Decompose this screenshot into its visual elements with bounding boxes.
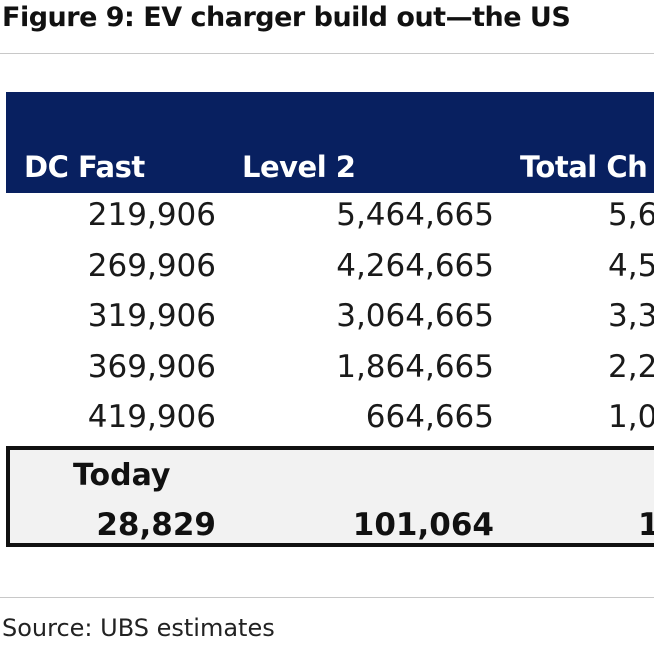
today-summary-box: Today 28,829 101,064 1 bbox=[6, 446, 654, 547]
table-row: 269,906 4,264,665 4,5 bbox=[6, 244, 654, 295]
today-level-2: 101,064 bbox=[352, 507, 494, 543]
table-row: 369,906 1,864,665 2,2 bbox=[6, 345, 654, 396]
today-total: 1 bbox=[638, 507, 654, 543]
cell-total: 3,3 bbox=[608, 298, 654, 334]
cell-level-2: 3,064,665 bbox=[336, 298, 494, 334]
table-body: 219,906 5,464,665 5,6 269,906 4,264,665 … bbox=[6, 193, 654, 446]
cell-total: 5,6 bbox=[608, 197, 654, 233]
table-row: 219,906 5,464,665 5,6 bbox=[6, 193, 654, 244]
bottom-divider bbox=[0, 597, 654, 598]
table-header: DC Fast Level 2 Total Ch bbox=[6, 92, 654, 193]
cell-level-2: 5,464,665 bbox=[336, 197, 494, 233]
cell-dc-fast: 219,906 bbox=[87, 197, 216, 233]
cell-dc-fast: 369,906 bbox=[87, 348, 216, 385]
cell-level-2: 1,864,665 bbox=[336, 348, 494, 385]
column-header-total-chargers: Total Ch bbox=[520, 150, 648, 184]
cell-level-2: 664,665 bbox=[365, 399, 494, 435]
table-row: 319,906 3,064,665 3,3 bbox=[6, 294, 654, 345]
table-row: 419,906 664,665 1,0 bbox=[6, 395, 654, 446]
cell-total: 4,5 bbox=[608, 247, 654, 284]
cell-dc-fast: 269,906 bbox=[87, 247, 216, 284]
cell-level-2: 4,264,665 bbox=[336, 247, 494, 284]
top-divider bbox=[0, 53, 654, 54]
cell-dc-fast: 419,906 bbox=[87, 399, 216, 435]
column-header-level-2: Level 2 bbox=[242, 150, 356, 184]
today-label: Today bbox=[73, 458, 171, 493]
source-note: Source: UBS estimates bbox=[2, 614, 275, 642]
cell-total: 2,2 bbox=[608, 348, 654, 385]
column-header-dc-fast: DC Fast bbox=[24, 150, 145, 184]
today-dc-fast: 28,829 bbox=[96, 507, 216, 543]
cell-dc-fast: 319,906 bbox=[87, 298, 216, 334]
cell-total: 1,0 bbox=[608, 399, 654, 435]
figure-title: Figure 9: EV charger build out—the US bbox=[2, 2, 571, 33]
